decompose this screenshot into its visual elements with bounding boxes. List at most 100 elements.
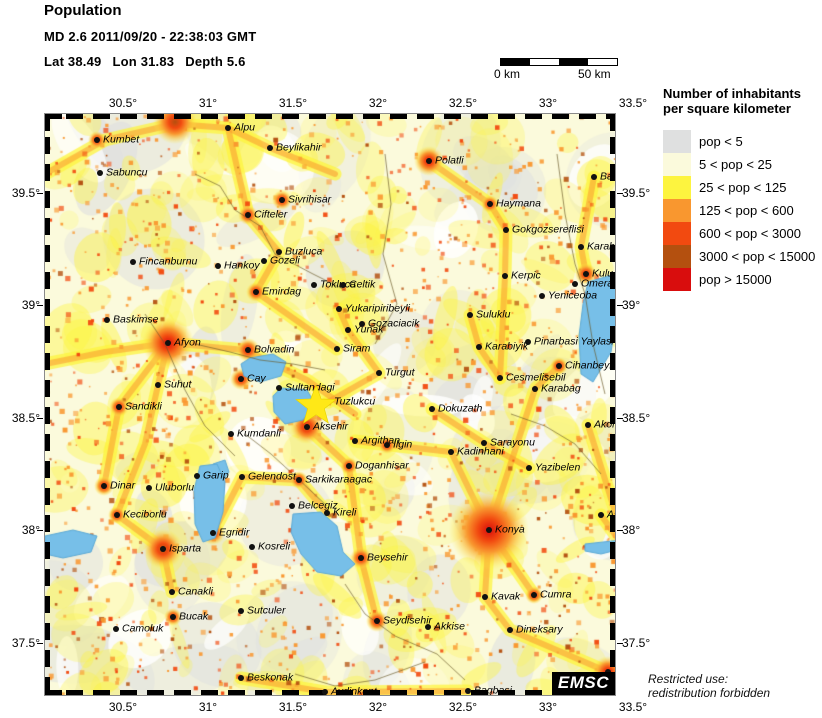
city-marker[interactable]: [336, 306, 342, 312]
city-marker[interactable]: [425, 624, 431, 630]
city-marker[interactable]: [253, 289, 259, 295]
city-marker[interactable]: [114, 512, 120, 518]
city-marker[interactable]: [346, 463, 352, 469]
city-marker[interactable]: [304, 424, 310, 430]
city-marker[interactable]: [228, 431, 234, 437]
city-marker[interactable]: [358, 555, 364, 561]
city-marker[interactable]: [359, 321, 365, 327]
city-marker[interactable]: [238, 608, 244, 614]
frame-dash: [120, 690, 137, 695]
frame-dash: [45, 353, 50, 370]
city-marker[interactable]: [507, 627, 513, 633]
city-marker[interactable]: [502, 273, 508, 279]
frame-dash: [45, 434, 50, 451]
city-marker[interactable]: [583, 271, 589, 277]
lat-tick-mark: [37, 418, 43, 419]
city-marker[interactable]: [598, 512, 604, 518]
city-marker[interactable]: [276, 249, 282, 255]
city-label: Karabag: [541, 382, 581, 395]
frame-dash: [45, 461, 50, 478]
city-marker[interactable]: [245, 347, 251, 353]
city-marker[interactable]: [426, 158, 432, 164]
frame-dash: [45, 407, 50, 424]
frame-dash: [610, 191, 615, 208]
city-marker[interactable]: [376, 370, 382, 376]
city-marker[interactable]: [486, 527, 492, 533]
city-label: Kumdanli: [237, 427, 281, 440]
city-marker[interactable]: [334, 346, 340, 352]
city-marker[interactable]: [481, 440, 487, 446]
city-marker[interactable]: [245, 212, 251, 218]
city-marker[interactable]: [170, 614, 176, 620]
city-marker[interactable]: [324, 510, 330, 516]
city-marker[interactable]: [249, 544, 255, 550]
city-marker[interactable]: [165, 340, 171, 346]
legend-color-swatch: [663, 130, 691, 153]
lat-tick-mark: [617, 193, 623, 194]
city-label: Afyon: [174, 336, 201, 349]
city-marker[interactable]: [160, 546, 166, 552]
city-marker[interactable]: [104, 317, 110, 323]
city-marker[interactable]: [345, 327, 351, 333]
city-marker[interactable]: [239, 474, 245, 480]
city-marker[interactable]: [448, 449, 454, 455]
city-marker[interactable]: [101, 483, 107, 489]
city-marker[interactable]: [467, 312, 473, 318]
epicenter-star-icon[interactable]: [294, 384, 338, 427]
city-marker[interactable]: [526, 465, 532, 471]
frame-dash: [610, 542, 615, 559]
city-marker[interactable]: [531, 592, 537, 598]
city-marker[interactable]: [210, 530, 216, 536]
map-frame[interactable]: Kumbet Sabuncu Alpu Beylikahir Sivrihisar Cif…: [44, 113, 616, 696]
frame-dash: [282, 114, 299, 119]
city-marker[interactable]: [311, 282, 317, 288]
city-marker[interactable]: [585, 422, 591, 428]
city-marker[interactable]: [261, 258, 267, 264]
city-marker[interactable]: [169, 589, 175, 595]
city-marker[interactable]: [155, 382, 161, 388]
city-marker[interactable]: [279, 197, 285, 203]
city-marker[interactable]: [578, 244, 584, 250]
frame-dash: [45, 650, 50, 667]
frame-dash: [45, 114, 50, 131]
city-marker[interactable]: [267, 145, 273, 151]
city-marker[interactable]: [572, 281, 578, 287]
lat-tick-mark: [617, 530, 623, 531]
lat-tick-label-left: 38.5°: [11, 411, 40, 425]
city-marker[interactable]: [194, 473, 200, 479]
city-marker[interactable]: [97, 170, 103, 176]
city-marker[interactable]: [322, 689, 328, 695]
city-marker[interactable]: [238, 675, 244, 681]
city-label: Yunak: [354, 323, 384, 336]
city-label: Isparta: [169, 542, 202, 555]
city-marker[interactable]: [465, 688, 471, 694]
city-marker[interactable]: [503, 227, 509, 233]
city-marker[interactable]: [116, 404, 122, 410]
city-marker[interactable]: [238, 376, 244, 382]
city-marker[interactable]: [225, 125, 231, 131]
city-marker[interactable]: [374, 618, 380, 624]
city-marker[interactable]: [289, 503, 295, 509]
city-marker[interactable]: [525, 339, 531, 345]
city-marker[interactable]: [429, 406, 435, 412]
city-marker[interactable]: [113, 626, 119, 632]
city-marker[interactable]: [556, 363, 562, 369]
city-marker[interactable]: [497, 375, 503, 381]
city-marker[interactable]: [94, 137, 100, 143]
city-marker[interactable]: [276, 385, 282, 391]
city-marker[interactable]: [215, 263, 221, 269]
city-marker[interactable]: [532, 386, 538, 392]
city-marker[interactable]: [487, 201, 493, 207]
city-marker[interactable]: [482, 594, 488, 600]
city-marker[interactable]: [476, 344, 482, 350]
city-marker[interactable]: [146, 485, 152, 491]
city-marker[interactable]: [352, 438, 358, 444]
city-marker[interactable]: [340, 282, 346, 288]
city-marker[interactable]: [591, 174, 597, 180]
city-marker[interactable]: [384, 442, 390, 448]
city-label: Kumbet: [103, 133, 140, 146]
city-marker[interactable]: [296, 477, 302, 483]
city-label: Ilgin: [393, 438, 413, 451]
city-marker[interactable]: [539, 293, 545, 299]
city-marker[interactable]: [130, 259, 136, 265]
